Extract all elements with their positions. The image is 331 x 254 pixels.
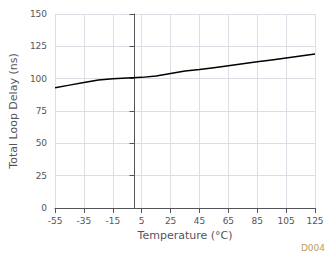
- svg-text:100: 100: [30, 74, 47, 84]
- svg-text:25: 25: [165, 216, 176, 226]
- svg-text:-55: -55: [48, 216, 63, 226]
- svg-text:125: 125: [30, 41, 47, 51]
- svg-text:Total Loop Delay (ns): Total Loop Delay (ns): [7, 53, 20, 169]
- svg-text:50: 50: [36, 138, 48, 148]
- svg-text:75: 75: [36, 106, 47, 116]
- svg-text:25: 25: [36, 171, 47, 181]
- svg-text:Temperature (°C): Temperature (°C): [137, 229, 233, 242]
- svg-text:D004: D004: [301, 243, 325, 253]
- svg-text:45: 45: [194, 216, 205, 226]
- svg-text:0: 0: [41, 203, 47, 213]
- svg-text:5: 5: [139, 216, 145, 226]
- svg-text:105: 105: [278, 216, 295, 226]
- svg-text:85: 85: [252, 216, 263, 226]
- svg-text:150: 150: [30, 9, 47, 19]
- svg-text:-15: -15: [105, 216, 120, 226]
- svg-text:65: 65: [223, 216, 234, 226]
- svg-text:-35: -35: [77, 216, 92, 226]
- svg-text:125: 125: [306, 216, 323, 226]
